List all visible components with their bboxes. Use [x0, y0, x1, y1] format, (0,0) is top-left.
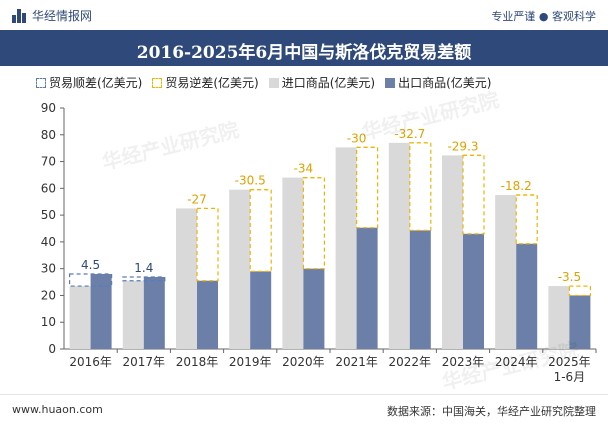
legend-label-import: 进口商品(亿美元) [281, 76, 376, 90]
deficit-marker [515, 194, 538, 245]
import-bar [176, 208, 197, 349]
deficit-marker [356, 146, 379, 229]
legend-label-deficit: 贸易逆差(亿美元) [165, 76, 259, 90]
export-bar [516, 243, 538, 349]
legend-item-deficit: 贸易逆差(亿美元) [152, 74, 259, 91]
x-tick-label: 2023年 [442, 355, 485, 369]
legend-label-export: 出口商品(亿美元) [398, 76, 492, 90]
deficit-marker [302, 177, 325, 270]
export-bar [303, 268, 325, 349]
import-bar [229, 189, 251, 349]
deficit-marker [462, 154, 485, 235]
legend-item-import: 进口商品(亿美元) [268, 74, 376, 91]
deficit-marker [568, 285, 592, 297]
x-tick-label: 2022年 [389, 355, 432, 369]
export-bar [356, 227, 378, 349]
chart-logo-icon [12, 8, 26, 23]
import-bar [442, 155, 463, 349]
y-tick-label: 70 [41, 155, 56, 169]
deficit-swatch-icon [152, 77, 163, 88]
export-bar [143, 276, 165, 349]
brand[interactable]: 华经情报网 [12, 7, 92, 24]
export-swatch-icon [385, 77, 396, 88]
x-tick-label: 2019年 [229, 355, 272, 369]
import-bar [69, 286, 91, 349]
balance-data-label: -29.3 [447, 139, 478, 153]
y-tick-label: 80 [41, 128, 56, 142]
y-tick-label: 50 [41, 208, 56, 222]
balance-data-label: -32.7 [394, 127, 425, 141]
y-tick-label: 60 [41, 181, 56, 195]
import-bar [282, 177, 304, 349]
import-swatch-icon [268, 77, 279, 88]
export-bar [250, 271, 272, 349]
legend-label-surplus: 贸易顺差(亿美元) [49, 76, 143, 90]
y-tick-label: 10 [41, 315, 56, 329]
deficit-marker [249, 189, 272, 272]
legend: 贸易顺差(亿美元) 贸易逆差(亿美元) 进口商品(亿美元) 出口商品(亿美元) [36, 74, 492, 91]
surplus-swatch-icon [36, 77, 46, 88]
balance-data-label: -30.5 [235, 174, 266, 188]
x-tick-label: 2021年 [335, 355, 378, 369]
footer-url[interactable]: www.huaon.com [12, 403, 103, 416]
y-tick-label: 90 [41, 101, 56, 115]
export-bar [409, 230, 431, 349]
balance-data-label: -30 [347, 131, 367, 145]
x-tick-label: 2025年 [548, 355, 591, 369]
x-tick-label: 1-6月 [554, 370, 586, 384]
title-bar [0, 30, 608, 66]
export-bar [463, 233, 484, 349]
import-bar [122, 280, 144, 349]
top-bar: 华经情报网 专业严谨 ● 客观科学 [0, 0, 608, 30]
x-tick-label: 2017年 [123, 355, 166, 369]
legend-item-surplus: 贸易顺差(亿美元) [36, 74, 142, 91]
balance-data-label: -34 [294, 162, 314, 176]
deficit-marker [196, 207, 219, 282]
import-bar [335, 147, 357, 349]
y-tick-label: 0 [48, 342, 56, 356]
brand-name: 华经情报网 [32, 9, 93, 23]
footer-source: 数据来源：中国海关，华经产业研究院整理 [387, 405, 596, 418]
footer: www.huaon.com 数据来源：中国海关，华经产业研究院整理 [0, 394, 608, 425]
tagline: 专业严谨 ● 客观科学 [491, 10, 596, 23]
legend-item-export: 出口商品(亿美元) [385, 74, 492, 91]
balance-data-label: -3.5 [558, 270, 581, 284]
bar-chart: 0 10 20 30 40 50 60 70 80 90 4.5 2016年 1.4 2017年 -27 20… [41, 101, 597, 384]
export-bar [90, 274, 112, 349]
y-tick-label: 30 [41, 262, 56, 276]
export-bar [569, 295, 591, 349]
x-tick-label: 2020年 [282, 355, 325, 369]
chart-title: 2016-2025年6月中国与斯洛伐克贸易差额 [136, 43, 472, 63]
surplus-marker [122, 276, 166, 282]
balance-data-label: 4.5 [81, 258, 100, 272]
import-bar [495, 195, 517, 349]
surplus-marker [68, 273, 113, 287]
y-tick-label: 20 [41, 288, 56, 302]
import-bar [388, 142, 410, 349]
import-bar [548, 286, 570, 349]
x-tick-label: 2016年 [69, 355, 112, 369]
balance-data-label: -18.2 [501, 179, 532, 193]
x-tick-label: 2018年 [176, 355, 219, 369]
export-bar [197, 280, 218, 349]
deficit-marker [409, 142, 432, 231]
balance-data-label: -27 [187, 192, 207, 206]
x-tick-label: 2024年 [495, 355, 538, 369]
y-tick-label: 40 [41, 235, 56, 249]
balance-data-label: 1.4 [134, 261, 153, 275]
